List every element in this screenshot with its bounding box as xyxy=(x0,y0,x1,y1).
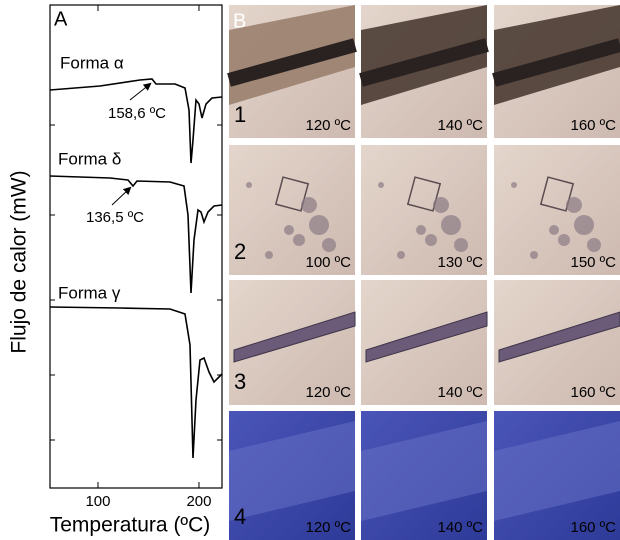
curve xyxy=(50,176,222,293)
plot-frame xyxy=(50,5,222,488)
curve xyxy=(50,307,222,458)
particle xyxy=(441,215,461,235)
panel-label: A xyxy=(54,8,68,30)
particle xyxy=(566,197,582,213)
temperature-label: 160 ºC xyxy=(570,519,616,536)
particle xyxy=(378,182,384,188)
micrograph: 120 ºC xyxy=(229,5,355,138)
micrograph: 100 ºC xyxy=(229,145,355,275)
arrow xyxy=(112,188,130,205)
particle xyxy=(433,197,449,213)
micrograph: 160 ºC xyxy=(494,280,620,405)
arrow xyxy=(130,84,150,100)
temperature-label: 140 ºC xyxy=(437,117,483,134)
micrograph: 140 ºC xyxy=(361,5,487,138)
temperature-label: 140 ºC xyxy=(437,519,483,536)
particle xyxy=(587,238,601,252)
row-label: 2 xyxy=(234,239,246,264)
annotation: 136,5 ºC xyxy=(86,209,144,226)
x-tick-label: 200 xyxy=(186,493,211,510)
particle xyxy=(454,238,468,252)
x-axis-label: Temperatura (ºC) xyxy=(50,514,211,537)
particle xyxy=(309,215,329,235)
temperature-label: 140 ºC xyxy=(437,384,483,401)
row-label: 1 xyxy=(234,102,246,127)
particle xyxy=(425,234,437,246)
curve-label: Forma γ xyxy=(58,283,121,302)
micrograph: 160 ºC xyxy=(494,411,620,540)
particle xyxy=(549,225,559,235)
micrograph: 140 ºC xyxy=(361,280,487,405)
particle xyxy=(265,251,273,259)
micrograph: 130 ºC xyxy=(361,145,487,275)
panel-b: 120 ºC 140 ºC 160 ºC 1 100 ºC 130 ºC 150 ºC 2 12… xyxy=(229,5,620,540)
y-axis-label: Flujo de calor (mW) xyxy=(8,170,31,353)
particle xyxy=(301,197,317,213)
particle xyxy=(246,182,252,188)
temperature-label: 120 ºC xyxy=(305,384,351,401)
row-label: 3 xyxy=(234,369,246,394)
particle xyxy=(511,182,517,188)
curve-label: Forma δ xyxy=(58,149,121,168)
particle xyxy=(322,238,336,252)
temperature-label: 100 ºC xyxy=(305,254,351,271)
particle xyxy=(284,225,294,235)
particle xyxy=(558,234,570,246)
temperature-label: 120 ºC xyxy=(305,519,351,536)
temperature-label: 120 ºC xyxy=(305,117,351,134)
micrograph: 140 ºC xyxy=(361,411,487,540)
temperature-label: 160 ºC xyxy=(570,384,616,401)
micrograph: 160 ºC xyxy=(494,5,620,138)
temperature-label: 160 ºC xyxy=(570,117,616,134)
micrograph: 120 ºC xyxy=(229,411,355,540)
x-tick-label: 100 xyxy=(85,493,110,510)
figure: A Forma α 158,6 ºC Forma δ 136,5 ºC Form… xyxy=(0,0,620,540)
panel-a: A Forma α 158,6 ºC Forma δ 136,5 ºC Form… xyxy=(8,5,222,537)
micrograph: 150 ºC xyxy=(494,145,620,275)
row-label: 4 xyxy=(234,504,246,529)
temperature-label: 150 ºC xyxy=(570,254,616,271)
particle xyxy=(530,251,538,259)
panel-label: B xyxy=(233,10,246,32)
particle xyxy=(416,225,426,235)
particle xyxy=(397,251,405,259)
annotation: 158,6 ºC xyxy=(108,105,166,122)
micrograph: 120 ºC xyxy=(229,280,355,405)
curve-label: Forma α xyxy=(60,53,124,72)
particle xyxy=(574,215,594,235)
particle xyxy=(293,234,305,246)
temperature-label: 130 ºC xyxy=(437,254,483,271)
